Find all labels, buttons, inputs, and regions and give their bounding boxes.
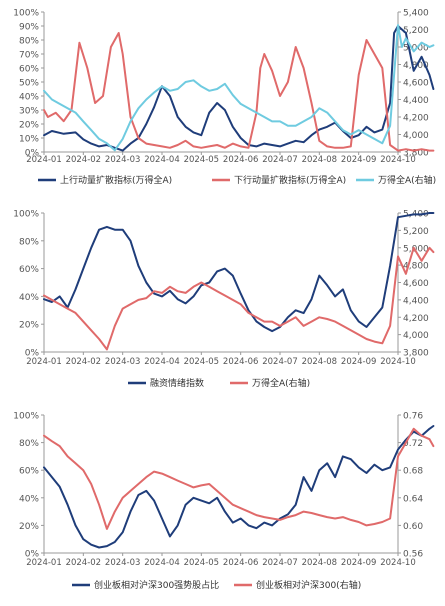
- left-tick-label: 0%: [25, 550, 40, 560]
- right-tick-label: 5,200: [403, 227, 429, 237]
- left-tick-label: 40%: [19, 93, 39, 103]
- left-tick-label: 60%: [19, 265, 39, 275]
- right-tick-label: 5,200: [403, 26, 429, 36]
- right-tick-label: 3,800: [403, 149, 429, 159]
- legend-label: 下行动量扩散指标(万得全A): [234, 174, 346, 186]
- left-tick-label: 10%: [19, 135, 39, 145]
- left-tick-label: 50%: [19, 79, 39, 89]
- x-tick-label: 2024-04: [144, 558, 180, 568]
- x-tick-label: 2024-02: [66, 155, 102, 165]
- left-tick-label: 0%: [25, 149, 40, 159]
- x-tick-label: 2024-01: [26, 155, 62, 165]
- chart-panel-2: 0% 20% 40% 60% 80% 100% 3,800 4,000 4,200 4,400 4,…: [13, 210, 435, 389]
- right-tick-label: 0.56: [403, 550, 423, 560]
- right-tick-label: 4,000: [403, 331, 429, 341]
- series-line-1: [43, 425, 435, 549]
- left-tick-label: 60%: [19, 65, 39, 75]
- x-tick-label: 2024-10: [380, 155, 416, 165]
- x-tick-label: 2024-09: [341, 558, 377, 568]
- left-tick-label: 70%: [19, 51, 39, 61]
- right-tick-label: 0.68: [403, 467, 423, 477]
- right-tick-label: 5,000: [403, 244, 429, 254]
- legend-label: 万得全A(右轴): [378, 174, 436, 186]
- right-tick-label: 4,600: [403, 79, 429, 89]
- x-tick-label: 2024-06: [223, 357, 259, 367]
- left-tick-label: 40%: [19, 293, 39, 303]
- left-tick-label: 20%: [19, 321, 39, 331]
- left-tick-label: 100%: [13, 412, 39, 422]
- x-tick-label: 2024-02: [66, 558, 102, 568]
- left-tick-label: 80%: [19, 237, 39, 247]
- series-line-2: [43, 32, 435, 152]
- series-line-2: [43, 246, 435, 351]
- left-tick-label: 40%: [19, 494, 39, 504]
- x-tick-label: 2024-07: [262, 155, 298, 165]
- right-tick-label: 4,400: [403, 96, 429, 106]
- left-tick-label: 20%: [19, 522, 39, 532]
- right-tick-label: 5,400: [403, 9, 429, 19]
- series-line-1: [43, 25, 435, 152]
- x-tick-label: 2024-07: [262, 558, 298, 568]
- right-tick-label: 3,800: [403, 349, 429, 359]
- left-tick-label: 80%: [19, 439, 39, 449]
- x-tick-label: 2024-03: [105, 558, 141, 568]
- right-tick-label: 0.76: [403, 412, 423, 422]
- right-tick-label: 4,200: [403, 314, 429, 324]
- legend-label: 上行动量扩散指标(万得全A): [60, 174, 172, 186]
- chart-panel-1: 0% 10% 20% 30% 40% 50% 60% 70% 80% 90% 100% 3,800 4,…: [13, 9, 436, 187]
- left-tick-label: 60%: [19, 467, 39, 477]
- x-tick-label: 2024-09: [341, 357, 377, 367]
- x-tick-label: 2024-10: [380, 558, 416, 568]
- legend-label: 创业板相对沪深300(右轴): [256, 579, 361, 591]
- x-tick-label: 2024-08: [302, 155, 338, 165]
- legend-label: 创业板相对沪深300强势股占比: [94, 579, 219, 591]
- x-tick-label: 2024-02: [66, 357, 102, 367]
- x-tick-label: 2024-03: [105, 357, 141, 367]
- right-tick-label: 0.60: [403, 522, 423, 532]
- x-tick-label: 2024-09: [341, 155, 377, 165]
- x-tick-label: 2024-04: [144, 155, 180, 165]
- right-tick-label: 4,400: [403, 296, 429, 306]
- left-tick-label: 90%: [19, 23, 39, 33]
- x-tick-label: 2024-01: [26, 357, 62, 367]
- left-tick-label: 20%: [19, 121, 39, 131]
- left-tick-label: 100%: [13, 9, 39, 19]
- x-tick-label: 2024-04: [144, 357, 180, 367]
- x-tick-label: 2024-06: [223, 155, 259, 165]
- x-tick-label: 2024-07: [262, 357, 298, 367]
- left-tick-label: 0%: [25, 349, 40, 359]
- legend-label: 万得全A(右轴): [252, 377, 310, 389]
- x-tick-label: 2024-05: [184, 558, 220, 568]
- left-tick-label: 80%: [19, 37, 39, 47]
- left-tick-label: 100%: [13, 210, 39, 220]
- x-tick-label: 2024-05: [184, 357, 220, 367]
- series-line-1: [43, 212, 435, 333]
- right-tick-label: 4,200: [403, 114, 429, 124]
- x-tick-label: 2024-01: [26, 558, 62, 568]
- right-tick-label: 4,800: [403, 262, 429, 272]
- right-tick-label: 4,600: [403, 279, 429, 289]
- x-tick-label: 2024-06: [223, 558, 259, 568]
- chart-panel-3: 0% 20% 40% 60% 80% 100% 0.56 0.60 0.64 0.68 0.72 0.…: [13, 412, 435, 591]
- x-tick-label: 2024-08: [302, 558, 338, 568]
- x-tick-label: 2024-03: [105, 155, 141, 165]
- x-tick-label: 2024-05: [184, 155, 220, 165]
- x-tick-label: 2024-08: [302, 357, 338, 367]
- series-line-2: [43, 427, 435, 530]
- right-tick-label: 4,000: [403, 131, 429, 141]
- right-tick-label: 0.64: [403, 494, 423, 504]
- legend-label: 融资情绪指数: [150, 377, 204, 389]
- series-line-3: [43, 24, 435, 152]
- left-tick-label: 30%: [19, 107, 39, 117]
- right-tick-label: 0.72: [403, 439, 423, 449]
- x-tick-label: 2024-10: [380, 357, 416, 367]
